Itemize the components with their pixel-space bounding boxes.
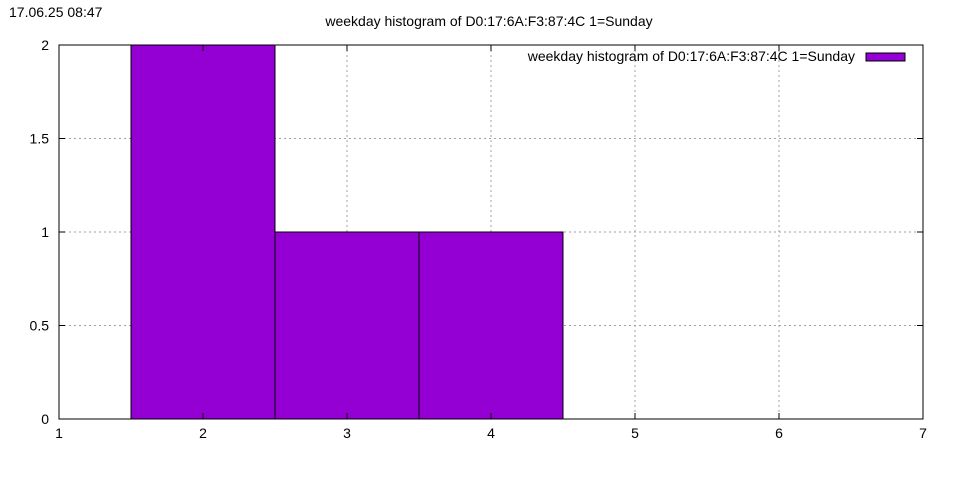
histogram-bars [130, 44, 564, 420]
x-tick-labels: 1 2 3 4 5 6 7 [55, 425, 927, 441]
x-tick-label-3: 3 [343, 425, 351, 441]
y-tick-label-0-5: 0.5 [30, 318, 50, 334]
legend-label: weekday histogram of D0:17:6A:F3:87:4C 1… [527, 48, 855, 64]
x-tick-label-4: 4 [487, 425, 495, 441]
y-tick-label-1-5: 1.5 [30, 131, 50, 147]
legend-swatch [865, 52, 906, 62]
y-tick-labels: 0 0.5 1 1.5 2 [30, 37, 50, 427]
y-tick-label-2: 2 [41, 37, 49, 53]
bar-x-3 [274, 231, 420, 420]
axis-ticks [58, 44, 924, 420]
bar-x-4 [418, 231, 564, 420]
chart-title: weekday histogram of D0:17:6A:F3:87:4C 1… [324, 13, 652, 29]
x-tick-label-5: 5 [631, 425, 639, 441]
bar-x-2 [130, 44, 276, 420]
legend: weekday histogram of D0:17:6A:F3:87:4C 1… [527, 48, 906, 64]
x-tick-label-6: 6 [775, 425, 783, 441]
x-tick-label-7: 7 [919, 425, 927, 441]
y-tick-label-1: 1 [41, 224, 49, 240]
timestamp: 17.06.25 08:47 [9, 4, 103, 20]
x-tick-label-2: 2 [199, 425, 207, 441]
y-tick-label-0: 0 [41, 411, 49, 427]
x-tick-label-1: 1 [55, 425, 63, 441]
